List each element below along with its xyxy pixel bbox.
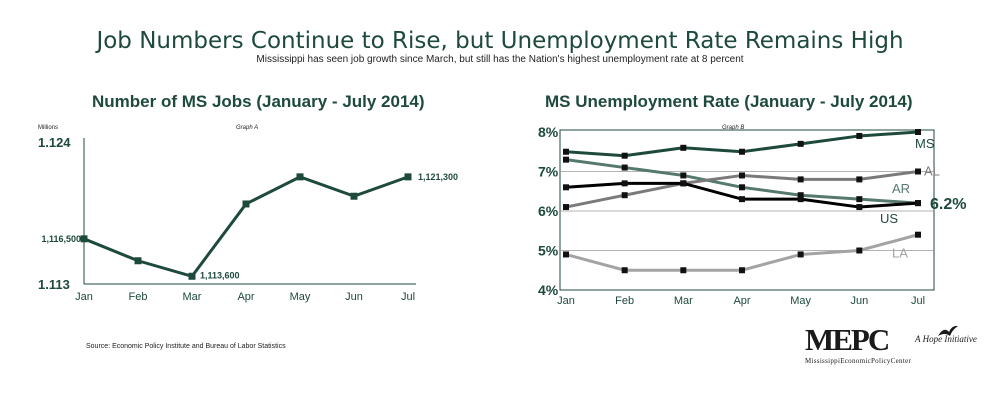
chart-b-point-ar — [797, 192, 804, 199]
chart-b-y-tick: 5% — [538, 243, 559, 259]
chart-b-y-tick: 8% — [538, 124, 559, 140]
chart-b-point-ms — [563, 148, 569, 155]
chart-b-series-label-ms: MS — [915, 136, 935, 151]
chart-b-point-la — [563, 251, 569, 258]
chart-b-point-ar — [856, 196, 863, 203]
chart-b-point-la — [680, 267, 687, 274]
chart-b-x-tick: Mar — [674, 295, 693, 307]
logo-subtitle: MississippiEconomicPolicyCenter — [805, 357, 912, 365]
chart-b-callout: 6.2% — [930, 196, 966, 213]
mepc-logo: MEPC A Hope Initiative MississippiEconom… — [805, 322, 977, 372]
chart-b-point-us — [680, 180, 687, 187]
chart-b-point-ms — [680, 144, 687, 151]
chart-a-y-tick: 1.124 — [38, 135, 71, 150]
chart-b-series-label-us: US — [880, 211, 898, 226]
chart-b-point-us — [563, 184, 569, 191]
chart-b-frame — [559, 129, 935, 291]
chart-a-graph-label: Graph A — [236, 125, 258, 131]
chart-b-point-al — [856, 176, 863, 183]
chart-a-y-tick: 1.113 — [38, 277, 70, 292]
chart-b-y-tick: 7% — [538, 164, 559, 180]
chart-b-point-ar — [563, 156, 569, 163]
chart-b-point-la — [739, 267, 745, 274]
chart-b-point-ar — [739, 184, 745, 191]
chart-b-series-line-la — [565, 233, 919, 272]
chart-b-point-al — [915, 168, 921, 175]
logo-main-text: MEPC — [805, 322, 890, 357]
chart-b-series-label-ar: AR — [892, 181, 910, 196]
chart-b-point-ms — [915, 129, 921, 135]
chart-a-x-tick: Jun — [345, 291, 363, 303]
chart-b-x-tick: Apr — [733, 295, 750, 307]
logo-tagline: A Hope Initiative — [915, 334, 977, 344]
chart-b-point-us — [797, 196, 804, 203]
chart-a-x-tick: Mar — [183, 291, 202, 303]
chart-b-point-ar — [621, 164, 628, 171]
chart-a-point — [134, 257, 142, 265]
bird-icon — [938, 325, 958, 336]
chart-a-point — [404, 173, 412, 181]
chart-b-point-la — [797, 251, 804, 258]
chart-b-point-ms — [856, 132, 863, 139]
chart-b-point-ms — [797, 140, 804, 147]
chart-b-x-tick: Feb — [615, 295, 634, 307]
chart-a-x-tick: Apr — [237, 291, 254, 303]
chart-b-point-ar — [680, 172, 687, 179]
chart-b-point-us — [739, 196, 745, 203]
chart-b-x-tick: Jun — [850, 295, 868, 307]
chart-a-point — [80, 235, 88, 243]
chart-a-x-tick: Jul — [401, 291, 415, 303]
page-subtitle: Mississippi has seen job growth since Ma… — [256, 54, 744, 65]
chart-b-point-al — [621, 192, 628, 199]
chart-a-point — [296, 173, 304, 181]
chart-b-point-ms — [739, 148, 745, 155]
page-title: Job Numbers Continue to Rise, but Unempl… — [96, 28, 904, 54]
chart-b-series-label-al: AL — [924, 164, 940, 179]
chart-a-data-label: 1,113,600 — [200, 270, 240, 280]
chart-a-series-line — [83, 175, 409, 278]
chart-b-point-la — [621, 267, 628, 274]
chart-b-x-tick: Jan — [557, 295, 575, 307]
chart-a-data-label: 1,121,300 — [418, 172, 458, 182]
chart-a-point — [242, 200, 250, 208]
chart-b-y-tick: 4% — [538, 282, 559, 298]
chart-b-point-la — [915, 231, 921, 238]
chart-b-point-us — [856, 204, 863, 211]
chart-a-data-label: 1,116,500 — [41, 234, 81, 244]
chart-a-x-tick: Feb — [129, 291, 148, 303]
chart-b-graph-label: Graph B — [722, 125, 744, 131]
chart-a-point — [188, 272, 196, 280]
chart-a-unit-label: Millions — [38, 125, 58, 131]
chart-b-point-al — [739, 172, 745, 179]
chart-b-point-al — [797, 176, 804, 183]
chart-b-point-ms — [621, 152, 628, 159]
chart-a-x-tick: May — [290, 291, 311, 303]
chart-a-point — [350, 192, 358, 200]
chart-b-y-tick: 6% — [538, 203, 559, 219]
chart-b-title: MS Unemployment Rate (January - July 201… — [545, 92, 913, 111]
source-note: Source: Economic Policy Institute and Bu… — [86, 343, 286, 350]
chart-b-point-us — [915, 200, 921, 207]
chart-b-x-tick: May — [790, 295, 811, 307]
chart-a-title: Number of MS Jobs (January - July 2014) — [92, 92, 425, 111]
chart-b-point-la — [856, 247, 863, 254]
chart-a-x-tick: Jan — [75, 291, 93, 303]
chart-b-series-label-la: LA — [892, 246, 908, 261]
chart-b-point-al — [563, 204, 569, 211]
chart-b-point-us — [621, 180, 628, 187]
chart-b-x-tick: Jul — [911, 295, 925, 307]
